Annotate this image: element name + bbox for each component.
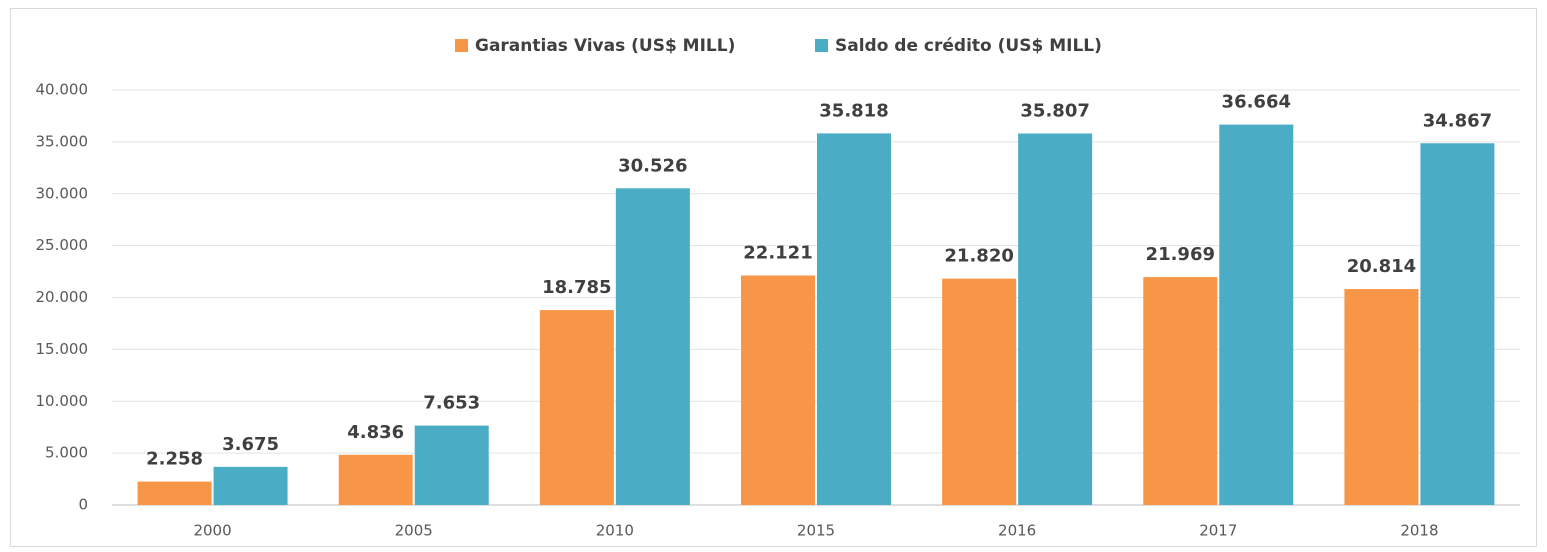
bar	[539, 310, 614, 505]
y-tick-label: 10.000	[36, 392, 89, 410]
y-tick-label: 5.000	[45, 444, 88, 462]
legend-swatch	[815, 39, 828, 52]
bar	[338, 454, 413, 505]
value-label: 3.675	[222, 434, 279, 455]
value-label: 35.807	[1020, 101, 1089, 122]
value-label: 36.664	[1222, 92, 1291, 113]
bar	[1219, 124, 1294, 506]
y-tick-label: 15.000	[36, 340, 89, 358]
x-tick-label: 2000	[193, 522, 231, 540]
y-tick-label: 30.000	[36, 184, 89, 202]
bar	[1420, 143, 1495, 505]
bar	[817, 133, 891, 505]
y-tick-label: 0	[78, 496, 88, 514]
bar	[615, 188, 690, 505]
value-label: 34.867	[1423, 110, 1492, 131]
value-label: 30.526	[618, 155, 687, 176]
value-label: 20.814	[1347, 256, 1416, 277]
bar	[741, 275, 815, 505]
legend-swatch	[455, 39, 468, 52]
value-label: 22.121	[743, 242, 812, 263]
value-label: 7.653	[423, 393, 480, 414]
value-label: 4.836	[347, 422, 404, 443]
value-label: 35.818	[819, 100, 888, 121]
y-tick-label: 40.000	[36, 81, 89, 99]
y-tick-label: 25.000	[36, 236, 89, 254]
bar	[1344, 289, 1419, 505]
legend-label: Garantias Vivas (US$ MILL)	[475, 36, 735, 56]
value-label: 21.820	[944, 246, 1013, 267]
x-tick-label: 2010	[596, 522, 634, 540]
x-tick-label: 2018	[1400, 522, 1438, 540]
x-tick-label: 2016	[998, 522, 1036, 540]
value-label: 2.258	[146, 449, 203, 470]
bar	[213, 466, 288, 505]
x-tick-label: 2005	[395, 522, 433, 540]
value-label: 18.785	[542, 277, 611, 298]
x-tick-label: 2017	[1199, 522, 1237, 540]
y-tick-label: 35.000	[36, 132, 89, 150]
value-label: 21.969	[1146, 244, 1215, 265]
x-tick-label: 2015	[797, 522, 835, 540]
bar	[1143, 277, 1218, 505]
legend-label: Saldo de crédito (US$ MILL)	[835, 36, 1102, 56]
bar	[942, 278, 1017, 505]
y-tick-label: 20.000	[36, 288, 89, 306]
bar	[414, 425, 489, 505]
bar	[1018, 133, 1093, 505]
bar	[137, 481, 212, 505]
